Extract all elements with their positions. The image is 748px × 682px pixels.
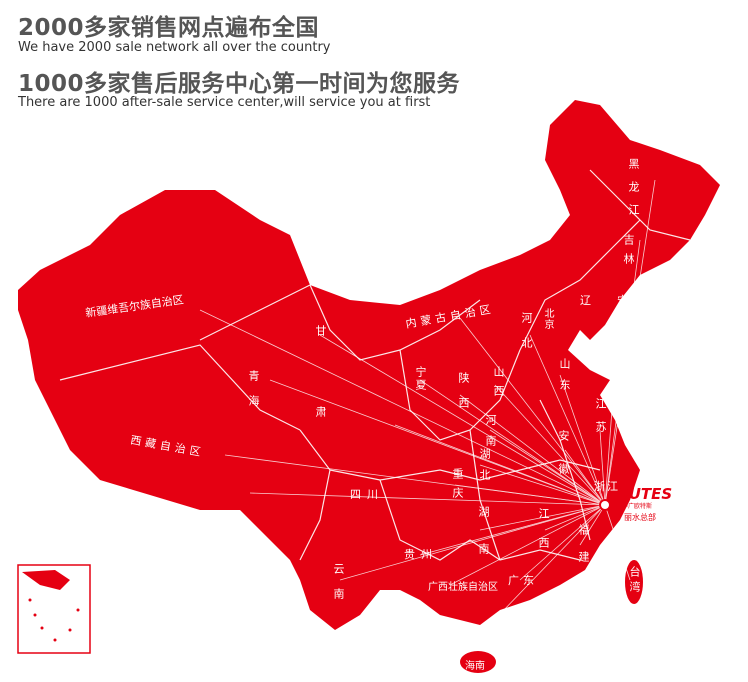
province-label: 安徽	[557, 430, 570, 496]
title-sales-network: 2000多家销售网点遍布全国	[18, 15, 320, 41]
province-label: 吉林	[622, 234, 635, 272]
subtitle-sales-network: We have 2000 sale network all over the c…	[18, 40, 331, 55]
province-label: 浙江	[594, 480, 620, 493]
province-label: 湖北	[478, 448, 491, 490]
province-label: 重庆	[451, 468, 464, 506]
province-label: 江苏	[594, 398, 607, 444]
province-label: 广西壮族自治区	[428, 582, 498, 593]
province-borders	[59, 169, 691, 561]
title-service-centers: 1000多家售后服务中心第一时间为您服务	[18, 71, 461, 97]
province-label: 山东	[558, 358, 571, 400]
china-mainland	[18, 100, 720, 630]
province-label: 北京	[542, 308, 553, 330]
inset-islands	[28, 598, 80, 642]
inset-coast	[22, 570, 70, 590]
province-label: 贵州	[404, 548, 438, 561]
outes-logo: OUTES	[616, 485, 673, 503]
province-label: 甘肃	[314, 325, 327, 487]
hq-marker[interactable]	[599, 499, 611, 511]
province-label: 辽宁	[580, 294, 654, 307]
province-label: 江西	[537, 508, 550, 566]
province-label: 云南	[332, 563, 345, 613]
hainan	[460, 651, 496, 673]
province-label: 四川	[350, 488, 384, 501]
hq-label: 丽水总部	[624, 513, 656, 522]
province-label: 青海	[247, 370, 260, 420]
province-label: 福建	[577, 524, 590, 578]
subtitle-service-centers: There are 1000 after-sale service center…	[18, 95, 431, 110]
province-label: 湖南	[477, 506, 490, 580]
service-rays	[199, 179, 656, 641]
province-label: 台湾	[628, 566, 641, 596]
outes-logo-subtext: 中广欧特斯	[622, 503, 653, 510]
province-label: 河北	[520, 312, 533, 362]
province-label: 陕西	[457, 372, 470, 422]
province-label: 广东	[508, 574, 538, 587]
province-label: 宁夏	[414, 366, 427, 392]
province-label: 黑龙江	[627, 158, 640, 227]
province-label: 山西	[492, 366, 505, 404]
province-label: 海南	[465, 661, 485, 672]
taiwan	[625, 560, 643, 604]
province-label: 河南	[484, 414, 497, 456]
